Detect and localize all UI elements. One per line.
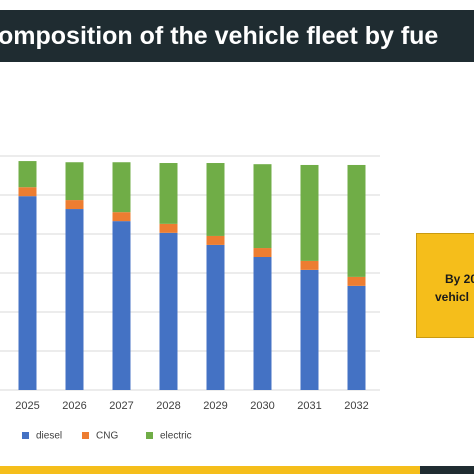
footer-strip (0, 466, 420, 474)
bar-segment (300, 260, 319, 270)
bar-segment (159, 223, 178, 233)
bar-segment (112, 212, 131, 222)
x-tick-label: 2026 (62, 400, 86, 412)
callout-line: vehicl (435, 290, 470, 304)
x-tick-label: 2027 (109, 400, 133, 412)
bar-segment (65, 162, 84, 201)
bar-segment (206, 244, 225, 390)
x-tick-label: 2032 (344, 400, 368, 412)
legend-swatch (82, 432, 89, 439)
bar-segment (159, 163, 178, 224)
chart: 2025 2026 2027 2028 2029 2030 2031 2032 diesel CN… (0, 155, 380, 442)
bar-segment (300, 164, 319, 261)
footer-strip (420, 466, 474, 474)
bar-segment (18, 187, 37, 197)
bar-segment (347, 276, 366, 286)
bar-segment (18, 161, 37, 188)
bar-segment (65, 209, 84, 390)
bar-segment (206, 163, 225, 236)
x-tick-label: 2028 (156, 400, 180, 412)
bar-segment (347, 285, 366, 390)
header-bar (0, 10, 474, 62)
bar-segment (159, 232, 178, 390)
bar-segment (253, 164, 272, 249)
callout-line: By 20 (445, 272, 474, 286)
bar-segment (18, 196, 37, 390)
callout-box: By 20 vehicl (416, 233, 474, 338)
legend-label: diesel (36, 431, 62, 442)
legend-label: electric (160, 431, 192, 442)
legend-label: CNG (96, 431, 118, 442)
x-tick-label: 2029 (203, 400, 227, 412)
bar-segment (65, 200, 84, 210)
bar-segment (253, 248, 272, 258)
bar-segment (253, 257, 272, 390)
legend-swatch (146, 432, 153, 439)
bar-segment (112, 162, 131, 213)
bar-segment (112, 221, 131, 390)
chart-title: omposition of the vehicle fleet by fue (0, 22, 439, 50)
x-tick-label: 2030 (250, 400, 274, 412)
x-tick-label: 2031 (297, 400, 321, 412)
legend-swatch (22, 432, 29, 439)
bar-segment (347, 164, 366, 277)
x-tick-label: 2025 (15, 400, 39, 412)
bar-segment (206, 235, 225, 245)
bar-segment (300, 269, 319, 390)
